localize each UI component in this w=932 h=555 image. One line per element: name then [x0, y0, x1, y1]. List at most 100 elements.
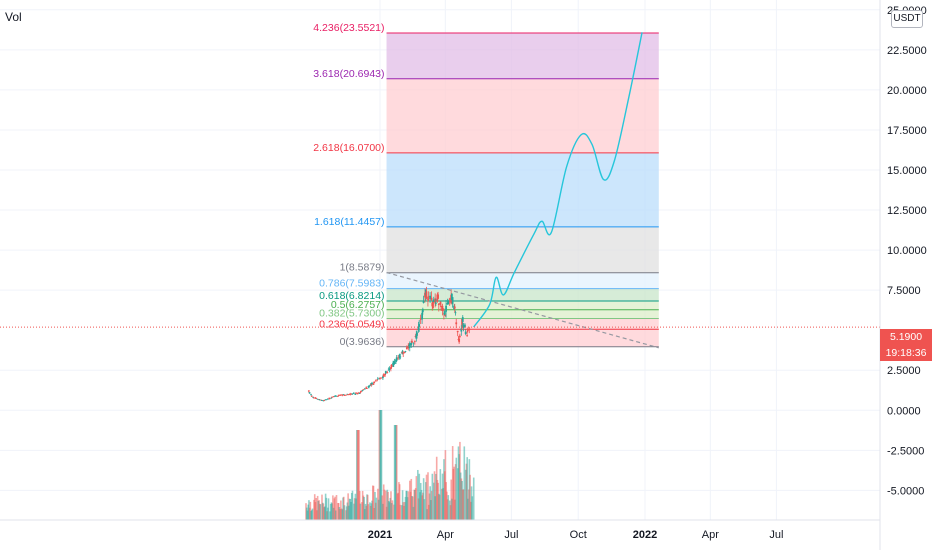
fib-level-labels: 4.236(23.5521) 3.618(20.6943) 2.618(16.070…: [313, 22, 384, 348]
y-tick-label: 17.5000: [887, 125, 927, 137]
candle-body: [310, 395, 313, 397]
candle-body: [458, 338, 461, 343]
volume-indicator-label[interactable]: Vol: [5, 10, 22, 24]
y-tick-label: 15.0000: [887, 165, 927, 177]
volume-bar: [431, 473, 434, 520]
candle-body: [411, 340, 413, 343]
candle-body: [466, 334, 469, 336]
candle-body: [349, 393, 352, 395]
volume-bar: [351, 490, 354, 520]
candle-body: [339, 395, 341, 396]
x-tick-label: Apr: [437, 529, 454, 541]
volume-bar: [311, 508, 314, 520]
candle-body: [458, 335, 461, 338]
candle-body: [461, 317, 464, 322]
volume-bar: [395, 425, 398, 520]
candle-body: [437, 303, 440, 306]
volume-bar: [427, 472, 429, 520]
y-tick-label: 10.0000: [887, 245, 927, 257]
candle-body: [380, 377, 383, 379]
volume-bar: [309, 501, 312, 520]
candle-body: [382, 376, 384, 379]
candle-body: [435, 302, 437, 304]
candle-body: [418, 324, 421, 327]
candle-body: [359, 392, 362, 393]
candle-body: [361, 390, 364, 391]
candle-body: [389, 367, 392, 369]
fib-level-label: 1.618(11.4457): [314, 216, 384, 228]
candle-body: [434, 298, 437, 304]
candle-body: [331, 396, 333, 398]
candle-body: [352, 392, 355, 394]
fib-level-label: 1(8.5879): [340, 262, 385, 274]
y-tick-label: 0.0000: [887, 405, 921, 417]
candle-body: [427, 298, 429, 300]
volume-bar: [327, 498, 330, 520]
fib-level-label: 2.618(16.0700): [313, 142, 384, 154]
candle-body: [357, 392, 360, 394]
last-price-tag: 5.1900: [880, 329, 932, 345]
candle-body: [450, 293, 453, 300]
candle-body: [399, 356, 402, 358]
y-tick-label: 20.0000: [887, 85, 927, 97]
candle-body: [413, 341, 416, 343]
projection-path[interactable]: [473, 32, 643, 328]
candle-body: [395, 357, 398, 361]
candle-body: [408, 343, 411, 348]
candle-body: [308, 392, 311, 394]
candle-body: [402, 352, 405, 354]
candle-body: [366, 388, 368, 389]
fib-level-fills: [386, 32, 659, 347]
x-tick-label: Apr: [702, 529, 719, 541]
volume-bar: [380, 410, 383, 520]
trend-line[interactable]: [386, 271, 659, 349]
x-tick-label: Jul: [504, 529, 518, 541]
candle-body: [318, 399, 321, 401]
candle-body: [427, 296, 430, 298]
candle-body: [437, 294, 439, 299]
candle-body: [443, 311, 446, 316]
currency-unit-badge[interactable]: USDT: [891, 10, 923, 28]
y-tick-label: 22.5000: [887, 45, 927, 57]
volume-bar: [363, 496, 365, 520]
candle-body: [397, 357, 400, 359]
candle-body: [404, 351, 407, 352]
volume-bar: [471, 496, 474, 520]
candle-body: [464, 331, 467, 334]
candle-body: [358, 393, 361, 394]
candle-body: [421, 309, 424, 313]
candle-body: [326, 398, 329, 400]
fib-band: [386, 78, 659, 153]
candle-body: [417, 326, 420, 331]
candle-body: [332, 396, 335, 398]
candle-body: [393, 361, 396, 365]
volume-bar: [372, 485, 375, 520]
fib-band: [386, 226, 659, 273]
candle-body: [466, 328, 469, 331]
candle-body: [316, 398, 319, 400]
candle-body: [451, 297, 454, 304]
fib-level-label: 0(3.9636): [340, 336, 385, 348]
fib-level-label: 3.618(20.6943): [313, 68, 384, 80]
candle-body: [368, 385, 371, 387]
candle-body: [468, 329, 471, 331]
candle-body: [403, 352, 406, 354]
candle-body: [462, 324, 465, 328]
volume-bar: [417, 469, 419, 520]
candle-body: [390, 364, 393, 368]
candle-body: [310, 394, 312, 396]
candle-body: [384, 371, 387, 374]
candle-body: [337, 394, 340, 396]
candle-body: [341, 394, 344, 396]
volume-bars: [305, 410, 475, 520]
volume-bar: [391, 500, 394, 520]
candle-body: [347, 394, 349, 396]
candle-body: [388, 368, 391, 370]
candle-body: [421, 312, 424, 320]
volume-bar: [319, 504, 322, 520]
candle-body: [356, 393, 359, 395]
volume-bar: [463, 446, 466, 520]
volume-bar: [472, 477, 475, 520]
candle-body: [432, 301, 434, 309]
